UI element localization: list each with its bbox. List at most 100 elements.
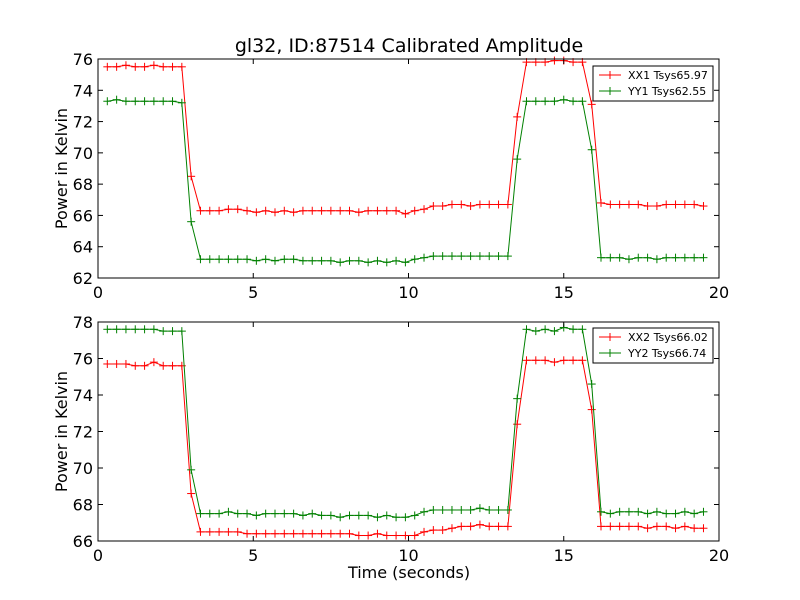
legend-box [592, 327, 714, 364]
data-point [298, 529, 307, 538]
data-point [140, 325, 149, 334]
data-point [475, 504, 484, 513]
data-point [522, 97, 531, 106]
data-point [280, 206, 289, 215]
axes-frame [97, 321, 720, 542]
x-tick-label: 20 [709, 546, 729, 565]
x-tick-label: 20 [709, 283, 729, 302]
data-point [270, 256, 279, 265]
data-point [401, 531, 410, 540]
data-point [531, 356, 540, 365]
x-tick-label: 5 [248, 546, 258, 565]
data-point [354, 256, 363, 265]
data-point [634, 200, 643, 209]
data-point [606, 253, 615, 262]
data-point [317, 206, 326, 215]
data-point [569, 97, 578, 106]
data-point [438, 505, 447, 514]
data-point [373, 206, 382, 215]
data-point [606, 200, 615, 209]
data-point [215, 255, 224, 264]
data-point [541, 325, 550, 334]
data-point [447, 252, 456, 261]
data-point [131, 361, 140, 370]
data-point [140, 361, 149, 370]
data-point [326, 206, 335, 215]
chart-panel-bottom: 0 5 10 15 20 66 68 70 72 74 76 78 Power in Kelvin XX2… [52, 313, 729, 565]
data-point [466, 522, 475, 531]
data-point [410, 511, 419, 520]
data-point [159, 62, 168, 71]
data-point [652, 255, 661, 264]
data-point [503, 522, 512, 531]
data-point [522, 325, 531, 334]
data-point [597, 522, 606, 531]
data-point [159, 327, 168, 336]
data-point [699, 507, 708, 516]
data-point [615, 253, 624, 262]
data-point [597, 253, 606, 262]
data-point [121, 61, 130, 70]
data-point [587, 405, 596, 414]
x-tick-label: 5 [248, 283, 258, 302]
data-point [270, 509, 279, 518]
data-point [624, 507, 633, 516]
legend-entry: YY1 Tsys62.55 [599, 85, 706, 98]
data-point [233, 527, 242, 536]
data-point [652, 522, 661, 531]
data-point [177, 327, 186, 336]
data-point [615, 522, 624, 531]
legend: XX2 Tsys66.02 YY2 Tsys66.74 [592, 327, 714, 364]
y-tick-label: 74 [73, 81, 93, 100]
y-tick-label: 72 [73, 423, 93, 442]
data-point [289, 509, 298, 518]
series-2 [103, 323, 708, 522]
series-2 [103, 95, 708, 267]
data-point [345, 206, 354, 215]
legend-entry: YY2 Tsys66.74 [599, 347, 706, 360]
data-point [308, 529, 317, 538]
data-point [354, 531, 363, 540]
data-point [252, 256, 261, 265]
data-point [168, 62, 177, 71]
x-tick-label: 15 [554, 283, 574, 302]
data-point [252, 529, 261, 538]
data-point [336, 206, 345, 215]
legend-entry: XX1 Tsys65.97 [599, 69, 708, 82]
data-point [177, 62, 186, 71]
data-point [392, 256, 401, 265]
data-point [168, 327, 177, 336]
data-point [578, 356, 587, 365]
data-point [624, 255, 633, 264]
y-axis-label: Power in Kelvin [52, 371, 71, 492]
data-point [541, 97, 550, 106]
data-point [485, 252, 494, 261]
y-tick-label: 76 [73, 50, 93, 69]
data-point [112, 62, 121, 71]
data-point [485, 505, 494, 514]
data-point [373, 529, 382, 538]
data-point [261, 255, 270, 264]
data-point [364, 258, 373, 267]
data-point [326, 256, 335, 265]
data-point [550, 327, 559, 336]
data-point [103, 97, 112, 106]
data-point [550, 97, 559, 106]
data-point [569, 325, 578, 334]
data-point [634, 253, 643, 262]
data-point [289, 529, 298, 538]
data-point [457, 505, 466, 514]
data-point [261, 509, 270, 518]
y-tick-label: 70 [73, 459, 93, 478]
data-point [578, 325, 587, 334]
data-point [680, 253, 689, 262]
data-point [159, 97, 168, 106]
data-point [233, 205, 242, 214]
data-point [643, 253, 652, 262]
y-tick-label: 72 [73, 113, 93, 132]
data-point [149, 325, 158, 334]
legend-label: XX1 Tsys65.97 [628, 69, 708, 82]
data-point [103, 359, 112, 368]
data-point [280, 529, 289, 538]
data-point [624, 200, 633, 209]
